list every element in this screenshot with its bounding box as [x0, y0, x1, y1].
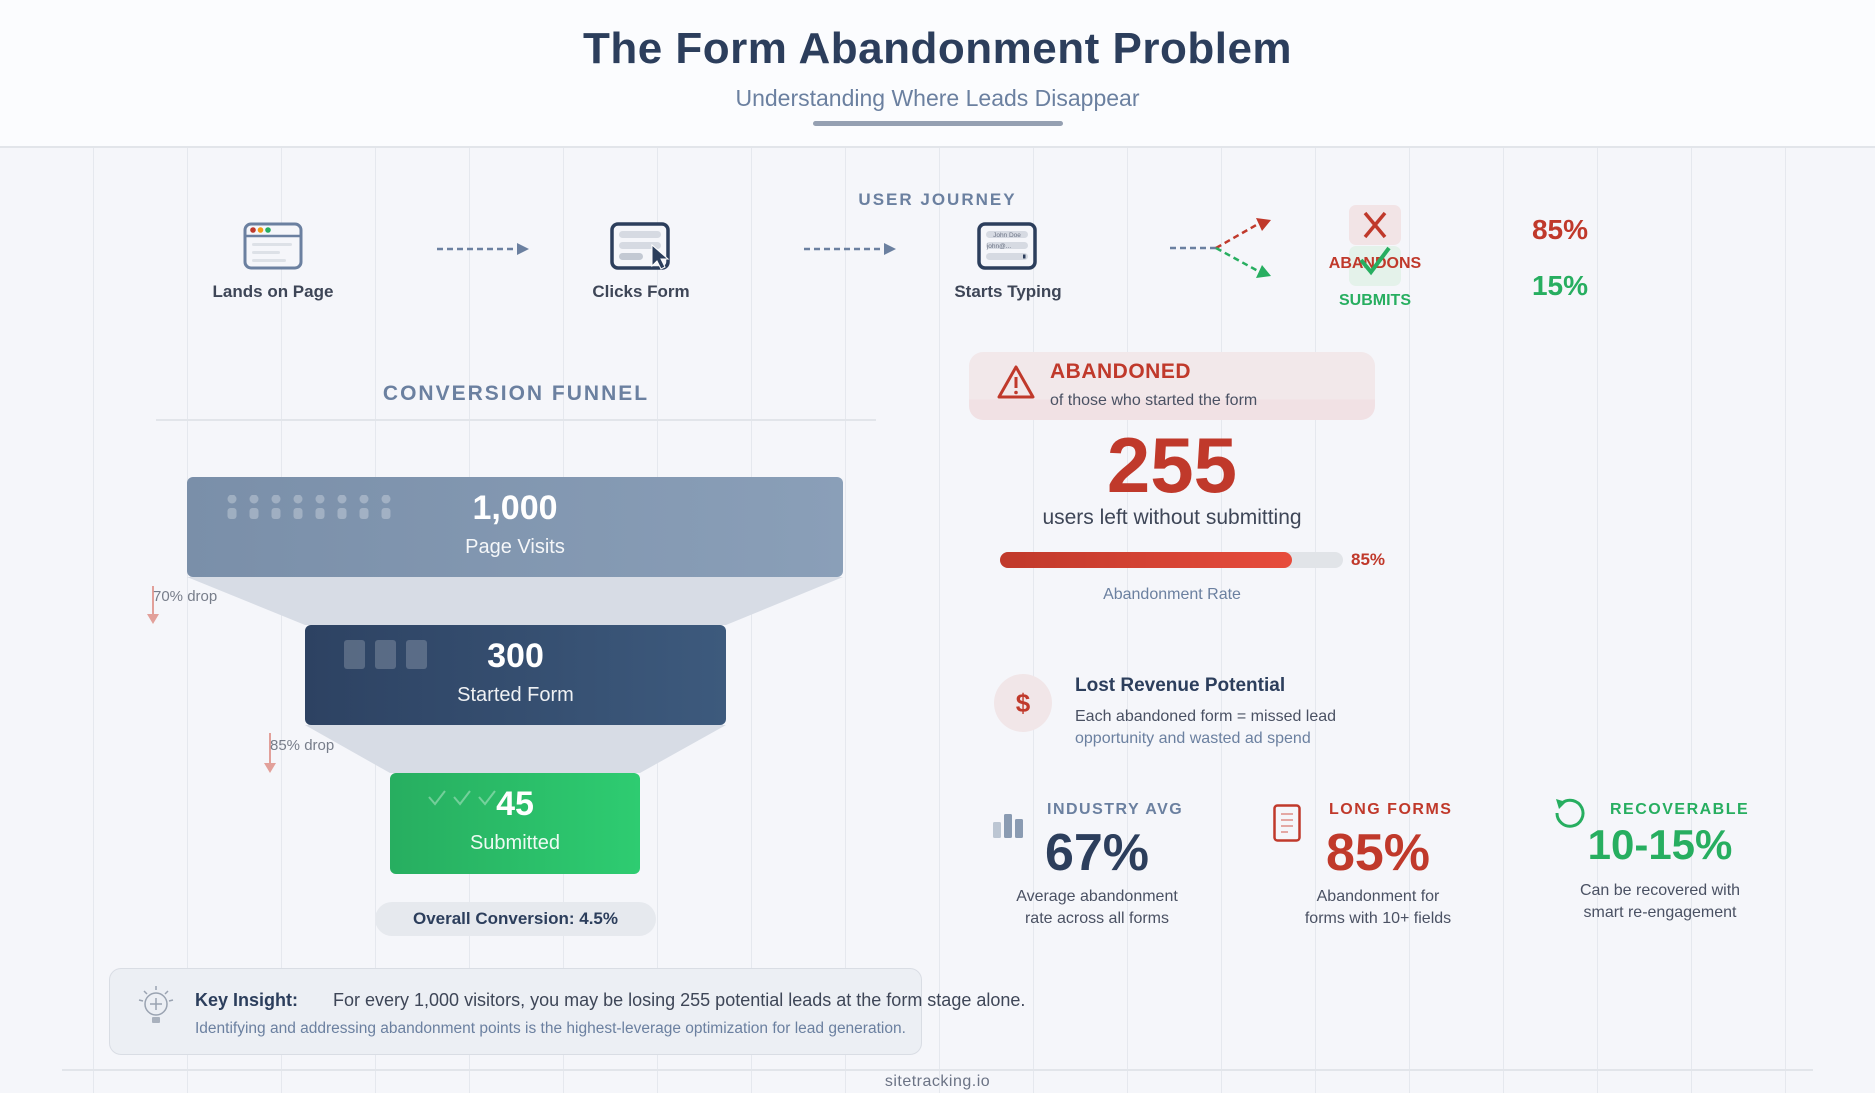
footer-brand: sitetracking.io	[884, 1073, 991, 1090]
stat-long-forms-desc2: forms with 10+ fields	[1304, 910, 1452, 927]
journey-step-starts-typing: Starts Typing	[954, 282, 1062, 301]
stat-recoverable-heading: RECOVERABLE	[1610, 801, 1750, 818]
funnel-stage-started-form: 300 Started Form	[305, 625, 726, 725]
drop-arrow-head	[147, 614, 159, 624]
insight-subtext: Identifying and addressing abandonment p…	[195, 1020, 906, 1037]
user-journey-label: USER JOURNEY	[858, 190, 1017, 209]
abandoned-card: ABANDONED of those who started the form	[969, 352, 1375, 420]
key-insight-box	[109, 968, 922, 1055]
header: The Form Abandonment Problem Understandi…	[0, 0, 1875, 148]
stat-industry-heading: INDUSTRY AVG	[1047, 801, 1184, 818]
dashed-arrow-icon	[437, 242, 529, 255]
submits-check-icon	[1349, 246, 1401, 286]
dashed-arrow-icon	[804, 242, 896, 255]
lightbulb-icon	[136, 986, 176, 1031]
abandonment-rate-label: Abandonment Rate	[1103, 586, 1241, 603]
page-subtitle: Understanding Where Leads Disappear	[735, 85, 1140, 111]
branch-arrows-icon	[1170, 218, 1272, 278]
outcome-submits-label: SUBMITS	[1339, 292, 1411, 309]
abandons-x-icon	[1349, 205, 1401, 245]
form-blocks-icon	[344, 640, 430, 675]
journey-step-lands-on-page: Lands on Page	[212, 282, 334, 301]
funnel-divider	[156, 419, 876, 421]
stat-recoverable-desc1: Can be recovered with	[1579, 882, 1741, 899]
overall-conversion-badge: Overall Conversion: 4.5%	[375, 902, 656, 936]
abandonment-rate-bar	[1000, 552, 1343, 568]
revenue-line2: opportunity and wasted ad spend	[1075, 730, 1311, 747]
stage-label: Started Form	[457, 684, 574, 706]
abandons-percent: 85%	[1531, 214, 1589, 245]
funnel-title: CONVERSION FUNNEL	[382, 382, 650, 405]
funnel-stage-submitted: 45 Submitted	[390, 773, 640, 874]
abandonment-rate-percent: 85%	[1351, 550, 1386, 569]
stat-long-forms-heading: LONG FORMS	[1329, 801, 1453, 818]
page-title: The Form Abandonment Problem	[582, 24, 1293, 73]
stat-industry-value: 67%	[1044, 824, 1150, 882]
form-typing-icon: John Doe john@...	[977, 222, 1039, 270]
funnel-stage-page-visits: 1,000 Page Visits	[187, 477, 843, 577]
drop-label: 70% drop	[153, 588, 218, 605]
abandoned-count-caption: users left without submitting	[1042, 506, 1302, 529]
stat-recoverable-value: 10-15%	[1587, 821, 1733, 868]
submits-percent: 15%	[1531, 270, 1589, 301]
funnel-connector	[305, 725, 726, 778]
form-click-icon	[610, 222, 674, 272]
bar-chart-icon	[993, 812, 1025, 843]
stage-value: 300	[487, 637, 544, 675]
revenue-line1: Each abandoned form = missed lead	[1075, 708, 1337, 725]
revenue-title: Lost Revenue Potential	[1075, 675, 1286, 696]
refresh-icon	[1552, 797, 1586, 836]
funnel-connector	[187, 577, 843, 630]
drop-label: 85% drop	[270, 737, 335, 754]
insight-text: For every 1,000 visitors, you may be los…	[333, 990, 1026, 1010]
people-dots-icon	[227, 494, 392, 526]
abandoned-subheading: of those who started the form	[1050, 392, 1258, 409]
warning-triangle-icon	[996, 364, 1036, 405]
stat-industry-desc2: rate across all forms	[1024, 910, 1170, 927]
abandoned-count: 255	[1106, 421, 1238, 509]
svg-text:John Doe: John Doe	[993, 232, 1021, 239]
stat-industry-desc1: Average abandonment	[1016, 888, 1178, 905]
browser-window-icon	[243, 222, 303, 270]
stage-label: Submitted	[469, 832, 561, 854]
title-underline	[813, 121, 1063, 126]
svg-text:john@...: john@...	[986, 243, 1011, 250]
dollar-icon: $	[994, 674, 1052, 732]
document-icon	[1273, 804, 1301, 847]
footer-divider	[62, 1069, 1813, 1071]
drop-arrow-icon	[269, 733, 271, 763]
stage-value: 45	[496, 785, 534, 823]
stage-label: Page Visits	[465, 536, 565, 558]
stat-long-forms-value: 85%	[1325, 824, 1431, 882]
drop-arrow-icon	[152, 586, 154, 614]
drop-arrow-head	[264, 763, 276, 773]
abandoned-heading: ABANDONED	[1050, 360, 1191, 383]
stage-value: 1,000	[472, 489, 558, 527]
checkmarks-icon	[428, 790, 498, 813]
stat-long-forms-desc1: Abandonment for	[1316, 888, 1440, 905]
abandonment-rate-fill	[1000, 552, 1292, 568]
stat-recoverable-desc2: smart re-engagement	[1583, 904, 1737, 921]
insight-label: Key Insight:	[195, 990, 299, 1010]
journey-step-clicks-form: Clicks Form	[592, 282, 690, 301]
